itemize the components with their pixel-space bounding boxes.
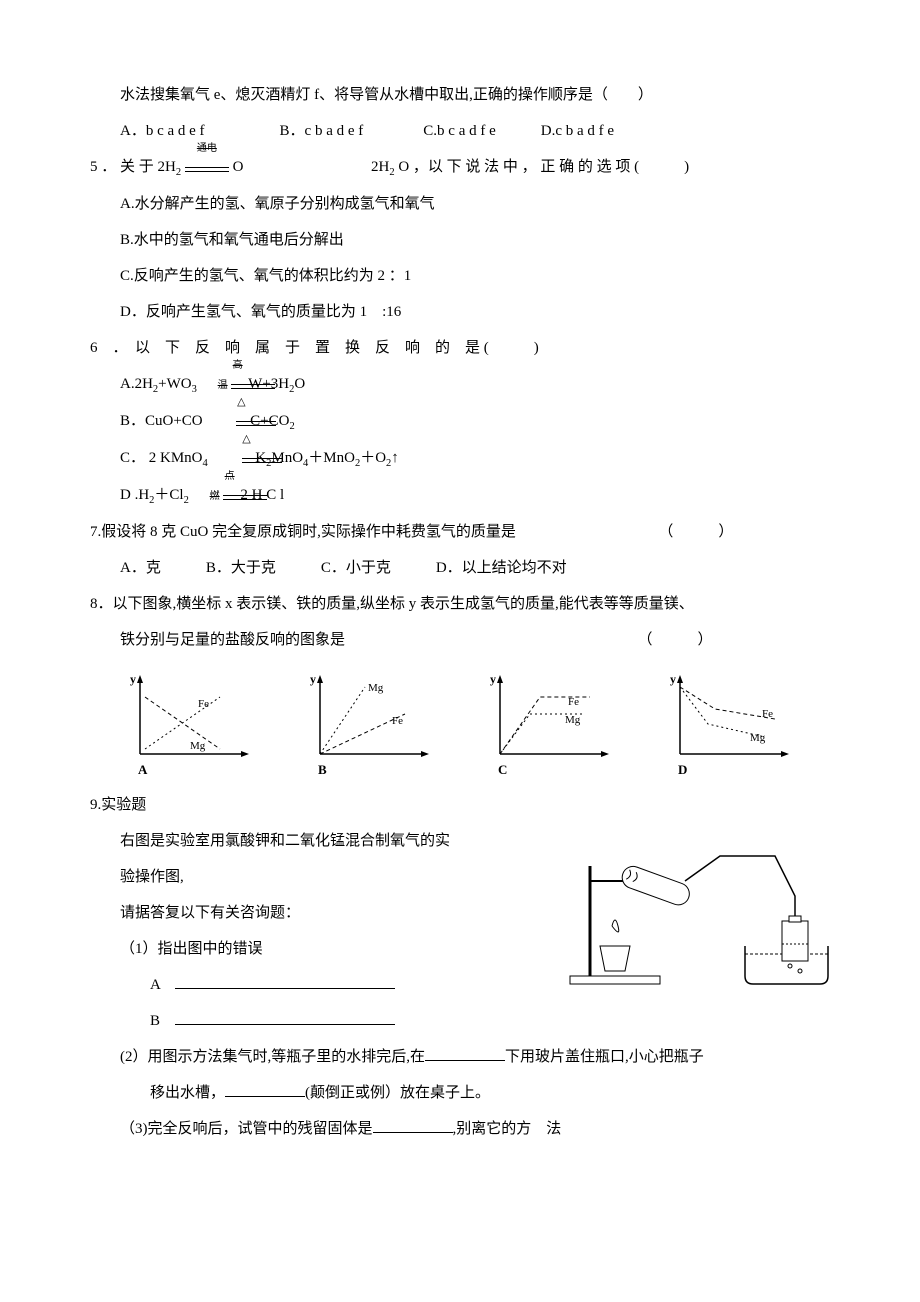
q5-arrow: 通电 — [185, 153, 229, 183]
q9-b-label: B — [150, 1013, 160, 1029]
chart-b-svg: y Mg Fe B — [300, 669, 440, 779]
q5-rhs-o: O — [233, 159, 244, 175]
q9-blank-p3[interactable] — [373, 1117, 453, 1133]
chart-b: y Mg Fe B — [300, 669, 440, 790]
q9-blank-b[interactable] — [175, 1009, 395, 1025]
q9-p2-line2: 移出水槽， (颠倒正或例）放在桌子上。 — [90, 1078, 830, 1108]
q5-gap — [247, 159, 367, 175]
q9-a-label: A — [150, 977, 160, 993]
q9-p2: (2）用图示方法集气时,等瓶子里的水排完后,在 下用玻片盖住瓶口,小心把瓶子 — [90, 1042, 830, 1072]
q5-stem: 5 ． 关 于 2H2 通电 O 2H2 O ，以 下 说 法 中 ， 正 确 … — [90, 152, 830, 183]
svg-text:Fe: Fe — [198, 698, 209, 710]
q5-lhs-pre: 2H — [158, 159, 176, 175]
chart-d-svg: y Fe Mg D — [660, 669, 800, 779]
q5-lhs-sub: 2 — [176, 167, 181, 178]
chart-b-label: B — [318, 762, 327, 777]
chart-c: y Fe Mg C — [480, 669, 620, 790]
q6-opt-b: B．CuO+CO △ C+CO2 — [90, 406, 830, 437]
q6-a-mid: +WO — [158, 376, 191, 392]
q9-p3: （3)完全反响后，试管中的残留固体是 ,别离它的方 法 — [90, 1114, 830, 1144]
svg-text:y: y — [490, 672, 496, 686]
chart-c-svg: y Fe Mg C — [480, 669, 620, 779]
q9-apparatus-figure — [550, 826, 830, 1007]
q6-c-rhs4: ＋O — [360, 450, 386, 466]
q6-c-pre: C． 2 KMnO — [120, 450, 203, 466]
q5-cond: 通电 — [185, 139, 229, 159]
svg-text:y: y — [670, 672, 676, 686]
svg-text:Mg: Mg — [565, 714, 581, 726]
q9-blank-a[interactable] — [175, 973, 395, 989]
q9-p2a: (2）用图示方法集气时,等瓶子里的水排完后,在 — [120, 1049, 425, 1065]
q6-d-cond: 点燃 — [193, 467, 237, 507]
q9-p3b: ,别离它的方 法 — [453, 1121, 562, 1137]
q9-blank-p2-2[interactable] — [225, 1081, 305, 1097]
q6-d-arrow: 点燃 — [193, 481, 237, 511]
q9-num: 9.实验题 — [90, 790, 830, 820]
q9-p2b: 下用玻片盖住瓶口,小心把瓶子 — [505, 1049, 704, 1065]
q9-l1: 右图是实验室用氯酸钾和二氧化锰混合制氧气的实 — [90, 826, 540, 856]
q9-wrap: 右图是实验室用氯酸钾和二氧化锰混合制氧气的实 验操作图, 请据答复以下有关咨询题… — [90, 826, 830, 1042]
q6-c-rhs3: ＋MnO — [308, 450, 355, 466]
svg-text:Mg: Mg — [368, 682, 384, 694]
q6-a-pre: A.2H — [120, 376, 153, 392]
q5-opt-c: C.反响产生的氢气、氧气的体积比约为 2 ：1 — [90, 261, 830, 291]
svg-text:Fe: Fe — [762, 708, 773, 720]
chart-a-label: A — [138, 762, 148, 777]
q6-a-cond: 高温 — [201, 356, 245, 396]
q9-p2c: 移出水槽， — [150, 1085, 225, 1101]
q5-rhs-mid: O ，以 下 说 法 中 ， 正 确 的 选 项 ( ) — [398, 159, 689, 175]
q5-opt-b: B.水中的氢气和氧气通电后分解出 — [90, 225, 830, 255]
q5-opt-d: D．反响产生氢气、氧气的质量比为 1 :16 — [90, 297, 830, 327]
svg-text:y: y — [310, 672, 316, 686]
q7-stem: 7.假设将 8 克 CuO 完全复原成铜时,实际操作中耗费氢气的质量是 （ ） — [90, 517, 830, 547]
svg-text:Fe: Fe — [392, 715, 403, 727]
q6-b-sub: 2 — [289, 421, 294, 432]
q6-opt-d: D .H2＋Cl2 点燃 2 H C l — [90, 480, 830, 511]
q6-c-up: ↑ — [391, 450, 399, 466]
q7-options: A．克 B．大于克 C．小于克 D．以上结论均不对 — [90, 553, 830, 583]
q9-blank-p2-1[interactable] — [425, 1045, 505, 1061]
q9-p3a: （3)完全反响后，试管中的残留固体是 — [120, 1121, 373, 1137]
q9-a-line: A — [90, 970, 540, 1000]
svg-text:Fe: Fe — [568, 696, 579, 708]
q6-a-s2: 3 — [192, 384, 197, 395]
q5-num: 5 ． 关 于 — [90, 159, 154, 175]
svg-text:Mg: Mg — [750, 732, 766, 744]
chart-c-label: C — [498, 762, 507, 777]
q6-d-mid: ＋Cl — [154, 487, 183, 503]
q6-d-s2: 2 — [184, 495, 189, 506]
chart-d-label: D — [678, 762, 687, 777]
q9-p1: （1）指出图中的错误 — [90, 934, 540, 964]
q6-c-cond: △ — [212, 428, 252, 450]
svg-text:y: y — [130, 672, 136, 686]
q6-a-rhs2: O — [294, 376, 305, 392]
chart-a-svg: y Fe Mg A — [120, 669, 260, 779]
chart-a: y Fe Mg A — [120, 669, 260, 790]
svg-text:Mg: Mg — [190, 740, 206, 752]
q9-b-line: B — [90, 1006, 540, 1036]
q8-stem1: 8．以下图象,横坐标 x 表示镁、铁的质量,纵坐标 y 表示生成氢气的质量,能代… — [90, 589, 830, 619]
q6-opt-a: A.2H2+WO3 高温 W+3H2O — [90, 369, 830, 400]
q9-p2d: (颠倒正或例）放在桌子上。 — [305, 1085, 490, 1101]
q5-opt-a: A.水分解产生的氢、氧原子分别构成氢气和氧气 — [90, 189, 830, 219]
q6-d-pre: D .H — [120, 487, 149, 503]
q8-charts: y Fe Mg A y Mg Fe B y — [90, 661, 830, 790]
q6-b-pre: B．CuO+CO — [120, 413, 203, 429]
q5-rhs-sub1: 2 — [389, 167, 394, 178]
q8-stem2: 铁分别与足量的盐酸反响的图象是 （ ） — [90, 625, 830, 655]
chart-d: y Fe Mg D — [660, 669, 800, 790]
q5-rhs: 2H — [371, 159, 389, 175]
q9-l3: 请据答复以下有关咨询题： — [90, 898, 540, 928]
q6-b-cond: △ — [206, 391, 246, 413]
q9-l2: 验操作图, — [90, 862, 540, 892]
q4-tail-line: 水法搜集氧气 e、熄灭酒精灯 f、将导管从水槽中取出,正确的操作顺序是（ ） — [90, 80, 830, 110]
